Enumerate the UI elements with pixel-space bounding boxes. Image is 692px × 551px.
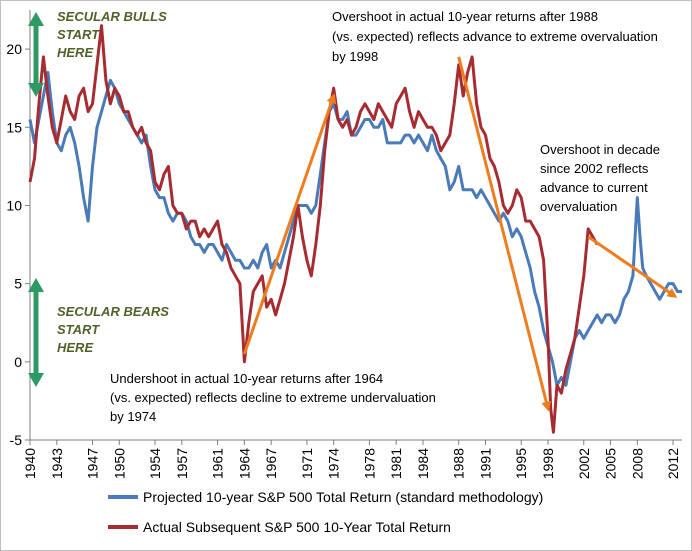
x-tick-label: 1995 [513,448,529,479]
secular-bulls-green-arrow [28,12,44,97]
x-tick-label: 1984 [415,448,431,479]
y-tick-label: 5 [14,276,22,292]
trend-arrows [242,56,678,412]
x-tick-label: 1998 [540,448,556,479]
secular-bears-green-arrow [28,278,44,387]
secular-bears-label: SECULAR BEARS START HERE [57,304,173,355]
overshoot-1988-annotation: Overshoot in actual 10-year returns afte… [332,9,662,64]
x-tick-label: 1964 [236,448,252,479]
secular-bulls-label: SECULAR BULLS START HERE [57,9,170,60]
legend-label-actual: Actual Subsequent S&P 500 10-Year Total … [143,519,451,535]
x-tick-label: 1947 [85,448,101,479]
legend-label-projected: Projected 10-year S&P 500 Total Return (… [143,489,543,505]
x-tick-label: 1954 [147,448,163,479]
x-tick-label: 1971 [299,448,315,479]
legend: Projected 10-year S&P 500 Total Return (… [108,489,543,535]
x-tick-label: 1957 [174,448,190,479]
trend-arrow [457,56,552,412]
overshoot-2002-annotation: Overshoot in decade since 2002 reflects … [540,142,664,214]
x-tick-label: 1967 [263,448,279,479]
x-tick-label: 2008 [629,448,645,479]
x-tick-label: 2005 [603,448,619,479]
x-tick-label: 1974 [326,448,342,479]
x-tick-label: 1981 [388,448,404,479]
x-tick-label: 2002 [576,448,592,479]
x-tick-label: 1961 [210,448,226,479]
undershoot-1964-annotation: Undershoot in actual 10-year returns aft… [110,371,440,424]
series-line-projected [28,71,682,387]
y-tick-label: 0 [14,354,22,370]
x-tick-label: 1991 [478,448,494,479]
x-tick-label: 1950 [111,448,127,479]
y-tick-label: 20 [6,41,22,57]
y-tick-label: 15 [6,119,22,135]
y-tick-group: -5 0 5 10 15 20 [6,41,30,448]
y-tick-label: 10 [6,197,22,213]
y-tick-label: -5 [10,432,23,448]
trend-arrow [587,235,678,298]
series-line-actual [28,24,599,434]
trend-arrow [242,93,337,355]
x-tick-label: 1988 [451,448,467,479]
x-tick-label: 1940 [22,448,38,479]
x-tick-group: 1940 1943 1947 1950 1954 1957 1961 1964 1967 1971… [22,440,681,479]
x-tick-label: 1943 [49,448,65,479]
x-tick-label: 2012 [665,448,681,479]
series-group [28,24,682,434]
x-tick-label: 1978 [361,448,377,479]
